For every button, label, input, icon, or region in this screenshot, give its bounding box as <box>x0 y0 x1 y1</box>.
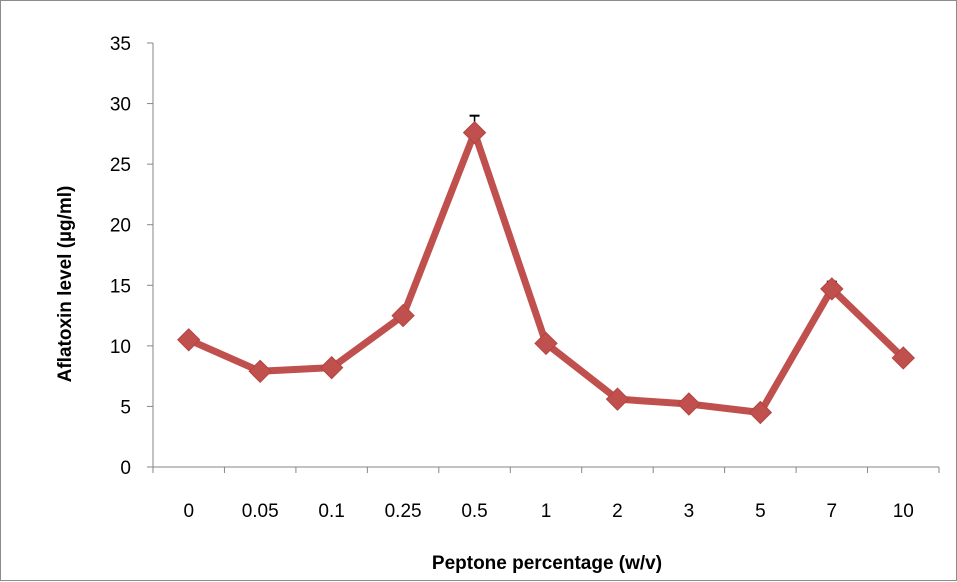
data-point-marker <box>605 387 630 411</box>
x-tick-label: 10 <box>893 501 914 522</box>
y-tick-label: 5 <box>120 397 131 418</box>
data-point-marker <box>677 392 701 416</box>
x-tick-label: 7 <box>827 501 838 522</box>
y-tick-label: 25 <box>110 155 131 176</box>
data-point-marker <box>748 400 773 425</box>
x-tick-label: 1 <box>541 501 552 522</box>
x-tick-label: 0 <box>183 501 194 522</box>
x-tick-label: 5 <box>755 501 766 522</box>
x-tick-label: 0.5 <box>461 501 487 522</box>
y-tick-label: 15 <box>110 276 131 297</box>
x-tick-label: 2 <box>612 501 623 522</box>
data-point-marker <box>177 328 201 352</box>
y-tick-label: 30 <box>110 95 131 116</box>
series-line <box>185 129 907 416</box>
data-point-marker <box>319 355 344 380</box>
data-point-marker <box>534 331 558 356</box>
y-tick-label: 0 <box>120 458 131 479</box>
data-point-marker <box>391 303 415 328</box>
y-axis: 0 5 10 15 20 25 30 35 <box>110 34 154 479</box>
data-point-marker <box>891 346 915 370</box>
x-tick-label: 3 <box>684 501 695 522</box>
x-axis: 0 0.05 0.1 0.25 0.5 1 2 3 5 7 10 <box>152 466 940 522</box>
series-layer <box>177 114 915 425</box>
y-tick-label: 10 <box>110 337 131 358</box>
data-point-marker <box>820 277 844 301</box>
data-point-marker <box>462 120 487 145</box>
y-axis-title: Aflatoxin level (µg/ml) <box>55 186 76 383</box>
y-tick-label: 35 <box>110 34 131 55</box>
y-tick-label: 20 <box>110 216 131 237</box>
x-tick-label: 0.25 <box>385 501 422 522</box>
x-axis-title: Peptone percentage (w/v) <box>432 553 662 574</box>
x-tick-label: 0.1 <box>318 501 344 522</box>
x-tick-label: 0.05 <box>242 501 279 522</box>
data-point-marker <box>248 359 272 384</box>
